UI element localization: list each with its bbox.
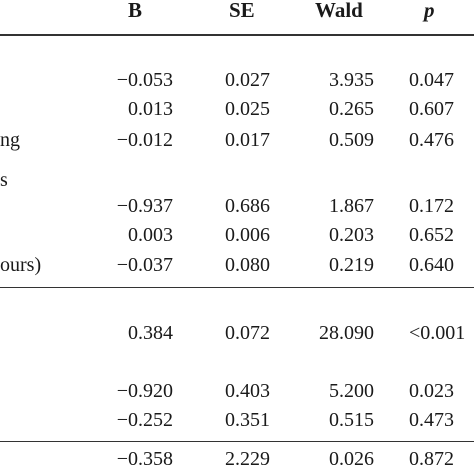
cell-wald: 0.219 [329, 254, 374, 276]
cell-p: 0.872 [409, 448, 454, 470]
cell-b: −0.252 [116, 409, 173, 431]
cell-wald: 0.515 [329, 409, 374, 431]
cell-wald: 28.090 [319, 322, 374, 344]
cell-wald: 0.509 [329, 129, 374, 151]
row-label: ours) [0, 254, 42, 276]
cell-p: <0.001 [409, 322, 466, 344]
cell-se: 2.229 [225, 448, 270, 470]
cell-se: 0.027 [225, 69, 270, 91]
header-p: p [424, 0, 435, 22]
cell-wald: 0.265 [329, 98, 374, 120]
cell-p: 0.607 [409, 98, 454, 120]
cell-p: 0.473 [409, 409, 454, 431]
section-rule [0, 287, 474, 288]
cell-p: 0.652 [409, 224, 454, 246]
cell-wald: 0.203 [329, 224, 374, 246]
header-wald: Wald [315, 0, 363, 22]
cell-se: 0.006 [225, 224, 270, 246]
cell-b: −0.053 [116, 69, 173, 91]
cell-se: 0.017 [225, 129, 270, 151]
cell-b: 0.384 [128, 322, 173, 344]
cell-se: 0.403 [225, 380, 270, 402]
cell-b: −0.012 [116, 129, 173, 151]
cell-p: 0.047 [409, 69, 454, 91]
row-label: s [0, 169, 8, 191]
cell-wald: 0.026 [329, 448, 374, 470]
cell-wald: 1.867 [329, 195, 374, 217]
cell-p: 0.172 [409, 195, 454, 217]
section-rule [0, 441, 474, 442]
cell-b: 0.003 [128, 224, 173, 246]
cell-b: −0.037 [116, 254, 173, 276]
cell-wald: 3.935 [329, 69, 374, 91]
cell-se: 0.686 [225, 195, 270, 217]
cell-b: −0.937 [116, 195, 173, 217]
header-se: SE [229, 0, 255, 22]
cell-p: 0.023 [409, 380, 454, 402]
cell-se: 0.080 [225, 254, 270, 276]
header-rule [0, 34, 474, 36]
cell-se: 0.025 [225, 98, 270, 120]
cell-b: 0.013 [128, 98, 173, 120]
cell-b: −0.920 [116, 380, 173, 402]
cell-p: 0.640 [409, 254, 454, 276]
row-label: ng [0, 129, 20, 151]
cell-se: 0.072 [225, 322, 270, 344]
cell-se: 0.351 [225, 409, 270, 431]
cell-p: 0.476 [409, 129, 454, 151]
cell-wald: 5.200 [329, 380, 374, 402]
cell-b: −0.358 [116, 448, 173, 470]
header-b: B [128, 0, 143, 22]
